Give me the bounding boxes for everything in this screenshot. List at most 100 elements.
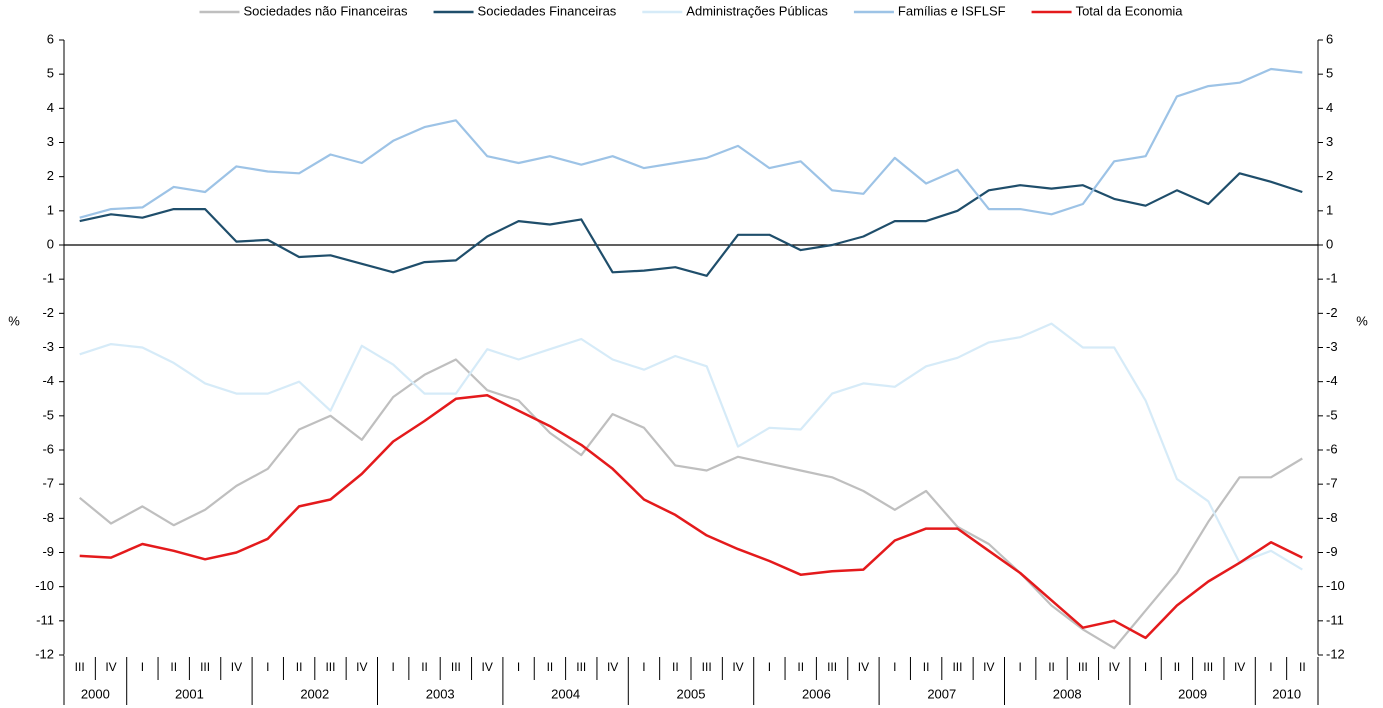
legend-label: Administrações Públicas <box>686 3 828 18</box>
x-tick-label: II <box>672 660 679 674</box>
y-tick-label: 0 <box>47 236 54 251</box>
y2-axis-label: % <box>1356 313 1368 328</box>
x-tick-label: I <box>1269 660 1272 674</box>
y2-tick-label: 5 <box>1326 66 1333 81</box>
y2-tick-label: -2 <box>1326 305 1338 320</box>
y-axis-label: % <box>8 313 20 328</box>
x-tick-label: IV <box>356 660 367 674</box>
x-tick-label: IV <box>105 660 116 674</box>
x-tick-label: III <box>325 660 335 674</box>
y-tick-label: 4 <box>47 100 54 115</box>
y2-tick-label: 1 <box>1326 202 1333 217</box>
y2-tick-label: -6 <box>1326 441 1338 456</box>
legend-label: Total da Economia <box>1076 3 1184 18</box>
y-tick-label: 2 <box>47 168 54 183</box>
x-tick-label: III <box>827 660 837 674</box>
x-tick-label: II <box>1299 660 1306 674</box>
x-tick-label: II <box>296 660 303 674</box>
x-tick-label: III <box>952 660 962 674</box>
x-tick-label: I <box>1019 660 1022 674</box>
y-tick-label: 6 <box>47 31 54 46</box>
x-group-label: 2001 <box>175 686 204 701</box>
x-tick-label: IV <box>858 660 869 674</box>
y-tick-label: -11 <box>36 612 54 627</box>
x-tick-label: I <box>517 660 520 674</box>
y-tick-label: -10 <box>35 578 54 593</box>
x-tick-label: III <box>1078 660 1088 674</box>
x-tick-label: III <box>200 660 210 674</box>
x-tick-label: II <box>421 660 428 674</box>
y-tick-label: 5 <box>47 66 54 81</box>
y2-tick-label: -9 <box>1326 544 1338 559</box>
x-tick-label: III <box>1203 660 1213 674</box>
x-tick-label: II <box>923 660 930 674</box>
y-tick-label: -12 <box>35 646 54 661</box>
y-tick-label: -2 <box>42 305 54 320</box>
x-group-label: 2002 <box>300 686 329 701</box>
y2-tick-label: -3 <box>1326 339 1338 354</box>
x-group-label: 2005 <box>677 686 706 701</box>
series-line <box>79 322 1303 571</box>
x-group-label: 2000 <box>81 686 110 701</box>
series-line <box>79 358 1303 650</box>
x-tick-label: II <box>1048 660 1055 674</box>
x-tick-label: III <box>75 660 85 674</box>
x-tick-label: IV <box>1234 660 1245 674</box>
x-group-label: 2003 <box>426 686 455 701</box>
y-tick-label: -6 <box>42 441 54 456</box>
y2-tick-label: 0 <box>1326 236 1333 251</box>
y-tick-label: -4 <box>42 373 54 388</box>
x-tick-label: I <box>392 660 395 674</box>
x-group-label: 2004 <box>551 686 580 701</box>
y2-tick-label: -11 <box>1326 612 1344 627</box>
x-tick-label: I <box>642 660 645 674</box>
y2-tick-label: -10 <box>1326 578 1345 593</box>
y2-tick-label: -1 <box>1326 271 1338 286</box>
y2-tick-label: -4 <box>1326 373 1338 388</box>
y-tick-label: -5 <box>42 407 54 422</box>
x-group-label: 2010 <box>1272 686 1301 701</box>
y-tick-label: 3 <box>47 134 54 149</box>
legend-label: Sociedades Financeiras <box>478 3 617 18</box>
x-tick-label: IV <box>1109 660 1120 674</box>
x-tick-label: III <box>702 660 712 674</box>
y2-tick-label: -7 <box>1326 476 1338 491</box>
y2-tick-label: -12 <box>1326 646 1345 661</box>
legend-label: Sociedades não Financeiras <box>243 3 408 18</box>
legend-label: Famílias e ISFLSF <box>898 3 1006 18</box>
y2-tick-label: -8 <box>1326 510 1338 525</box>
x-tick-label: II <box>797 660 804 674</box>
series-line <box>79 67 1303 219</box>
y2-tick-label: 3 <box>1326 134 1333 149</box>
x-tick-label: I <box>768 660 771 674</box>
x-tick-label: IV <box>482 660 493 674</box>
y-tick-label: -9 <box>42 544 54 559</box>
x-tick-label: I <box>266 660 269 674</box>
y2-tick-label: -5 <box>1326 407 1338 422</box>
x-tick-label: II <box>1174 660 1181 674</box>
x-tick-label: II <box>547 660 554 674</box>
x-tick-label: IV <box>983 660 994 674</box>
y2-tick-label: 4 <box>1326 100 1333 115</box>
x-tick-label: I <box>1144 660 1147 674</box>
y2-tick-label: 2 <box>1326 168 1333 183</box>
y-tick-label: -7 <box>42 476 54 491</box>
x-tick-label: III <box>576 660 586 674</box>
x-tick-label: II <box>170 660 177 674</box>
x-tick-label: I <box>141 660 144 674</box>
x-group-label: 2006 <box>802 686 831 701</box>
x-group-label: 2007 <box>927 686 956 701</box>
x-tick-label: IV <box>732 660 743 674</box>
x-group-label: 2008 <box>1053 686 1082 701</box>
x-tick-label: I <box>893 660 896 674</box>
x-tick-label: IV <box>607 660 618 674</box>
y-tick-label: -8 <box>42 510 54 525</box>
y-tick-label: 1 <box>47 202 54 217</box>
y-tick-label: -1 <box>42 271 54 286</box>
series-line <box>79 394 1303 640</box>
y2-tick-label: 6 <box>1326 31 1333 46</box>
x-tick-label: III <box>451 660 461 674</box>
x-tick-label: IV <box>231 660 242 674</box>
x-group-label: 2009 <box>1178 686 1207 701</box>
